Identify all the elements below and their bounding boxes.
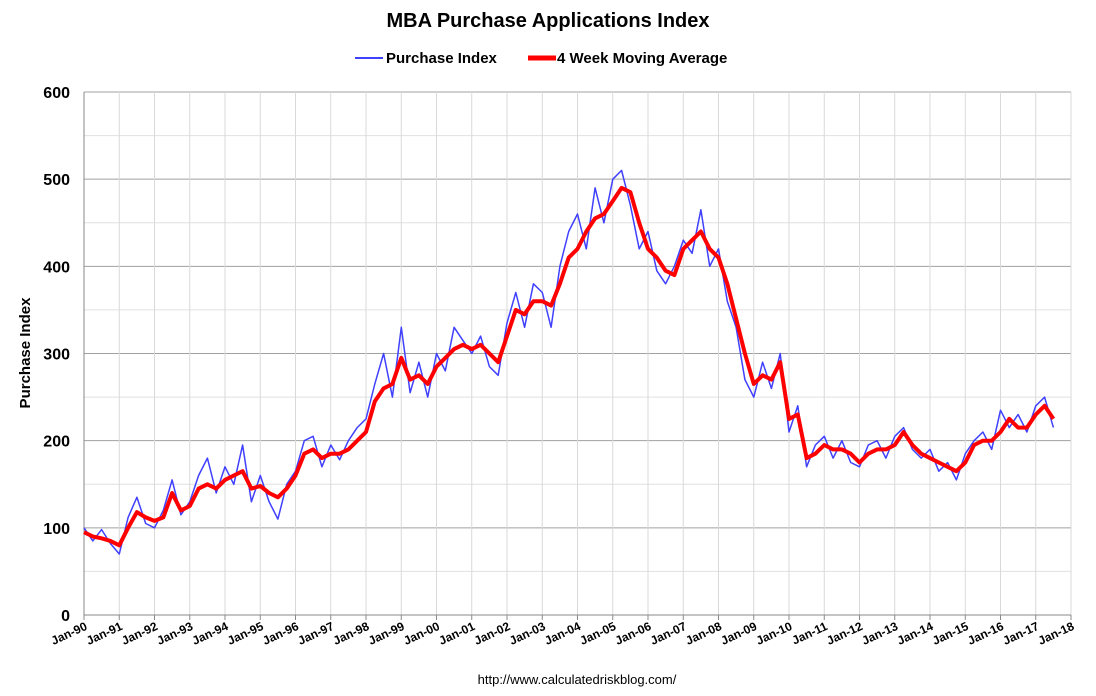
y-axis-label: Purchase Index (17, 297, 34, 409)
axes: Jan-90Jan-91Jan-92Jan-93Jan-94Jan-95Jan-… (43, 85, 1076, 648)
grid (84, 91, 1072, 615)
x-tick-label: Jan-07 (648, 619, 689, 648)
x-tick-label: Jan-02 (472, 619, 513, 648)
y-tick-label: 400 (43, 259, 70, 276)
x-tick-label: Jan-93 (155, 619, 196, 648)
x-tick-label: Jan-01 (437, 619, 478, 648)
y-tick-label: 300 (43, 347, 70, 364)
source-footer: http://www.calculatedriskblog.com/ (478, 672, 677, 687)
series-lines (83, 169, 1056, 555)
x-tick-label: Jan-13 (860, 619, 901, 648)
x-tick-label: Jan-04 (542, 619, 583, 648)
y-tick-label: 500 (43, 172, 70, 189)
x-tick-label: Jan-15 (930, 619, 971, 648)
x-tick-label: Jan-06 (613, 619, 654, 648)
y-tick-label: 600 (43, 85, 70, 102)
x-tick-label: Jan-14 (895, 619, 936, 648)
x-tick-label: Jan-91 (84, 619, 125, 648)
chart-title: MBA Purchase Applications Index (386, 10, 709, 32)
x-tick-label: Jan-09 (719, 619, 760, 648)
x-tick-label: Jan-03 (507, 619, 548, 648)
x-tick-label: Jan-11 (790, 619, 830, 648)
x-tick-label: Jan-96 (260, 619, 301, 648)
x-tick-label: Jan-95 (225, 619, 266, 648)
y-tick-label: 0 (61, 608, 70, 625)
x-tick-label: Jan-17 (1001, 619, 1042, 648)
legend-label-moving-average: 4 Week Moving Average (557, 50, 727, 67)
x-tick-label: Jan-12 (824, 619, 865, 648)
x-tick-label: Jan-99 (366, 619, 407, 648)
legend: Purchase Index 4 Week Moving Average (355, 50, 727, 67)
legend-label-purchase-index: Purchase Index (386, 50, 498, 67)
y-tick-label: 100 (43, 521, 70, 538)
series-moving-average (83, 185, 1056, 548)
x-tick-label: Jan-00 (401, 619, 442, 648)
x-tick-label: Jan-94 (190, 619, 231, 648)
y-tick-label: 200 (43, 434, 70, 451)
x-tick-label: Jan-05 (578, 619, 619, 648)
x-tick-label: Jan-97 (296, 619, 337, 648)
x-tick-label: Jan-92 (119, 619, 160, 648)
series-purchase-index (83, 169, 1055, 555)
x-tick-label: Jan-10 (754, 619, 795, 648)
x-tick-label: Jan-18 (1036, 619, 1077, 648)
x-tick-label: Jan-08 (683, 619, 724, 648)
x-tick-label: Jan-16 (965, 619, 1006, 648)
x-tick-label: Jan-98 (331, 619, 372, 648)
